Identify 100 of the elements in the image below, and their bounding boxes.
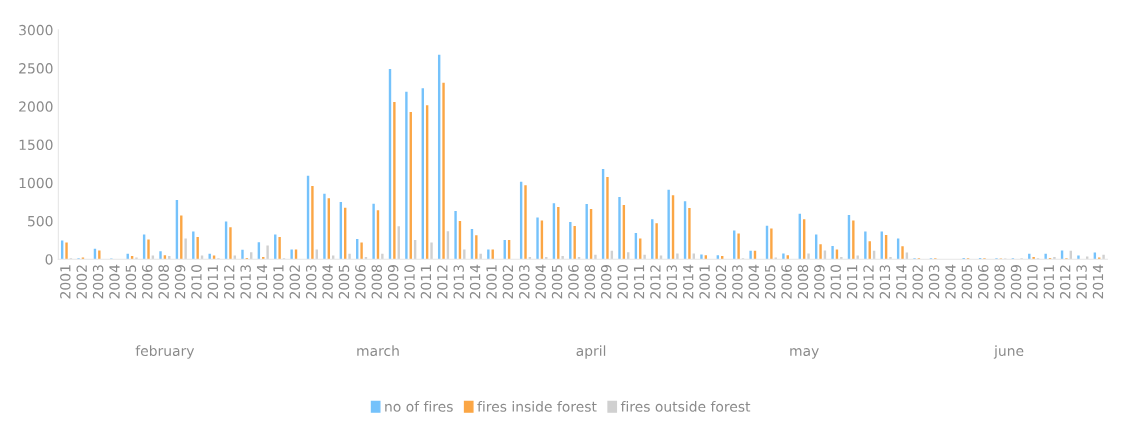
x-tick-label: 2006 — [978, 264, 989, 299]
x-tick-label: 2001 — [486, 265, 497, 299]
bar — [1102, 254, 1105, 260]
bar — [643, 254, 646, 260]
x-tick-label: 2003 — [732, 265, 743, 299]
x-tick-label: 2013 — [879, 265, 891, 299]
x-tick-label: 2008 — [994, 265, 1005, 299]
bar — [278, 236, 281, 260]
legend-label: no of fires — [385, 401, 453, 412]
x-tick-label: 2002 — [715, 265, 727, 299]
y-tick-label: 1000 — [19, 177, 53, 189]
x-tick-label: 2012 — [863, 265, 874, 299]
bar — [159, 251, 162, 260]
bar — [524, 185, 527, 260]
bar — [749, 250, 752, 260]
bar — [463, 249, 466, 260]
x-tick-label: 2006 — [781, 264, 792, 299]
x-tick-label: 2005 — [961, 265, 973, 299]
x-tick-label: 2003 — [928, 265, 940, 299]
x-tick-label: 2008 — [371, 265, 383, 299]
x-tick-label: 2002 — [289, 265, 301, 299]
x-tick-label: 2006 — [568, 264, 579, 299]
bar — [807, 253, 810, 260]
x-tick-label: 2005 — [125, 265, 137, 299]
bar — [606, 177, 609, 260]
x-tick-label: 2004 — [748, 264, 760, 299]
x-tick-label: 2008 — [797, 265, 809, 299]
x-tick-label: 2009 — [1010, 265, 1022, 299]
y-tick-label: 3000 — [19, 24, 53, 36]
bar — [688, 207, 691, 260]
bar — [487, 249, 490, 260]
x-tick-label: 2010 — [830, 264, 841, 299]
bar — [360, 242, 363, 260]
x-tick-label: 2003 — [519, 265, 530, 299]
x-tick-label: 2003 — [305, 265, 317, 299]
bar — [700, 254, 703, 260]
x-tick-label: 2011 — [1043, 265, 1055, 299]
x-tick-label: 2011 — [846, 265, 858, 299]
bar — [196, 236, 199, 260]
x-tick-label: 2009 — [600, 265, 612, 299]
x-tick-label: 2012 — [223, 265, 235, 299]
x-tick-label: 2013 — [666, 265, 678, 299]
x-tick-label: 2010 — [617, 264, 628, 299]
x-tick-label: 2012 — [437, 265, 448, 299]
bar — [381, 253, 384, 260]
bar — [618, 197, 621, 260]
x-tick-label: 2008 — [158, 265, 169, 299]
x-tick-label: 2004 — [535, 264, 546, 299]
text: march — [357, 345, 399, 357]
bar — [840, 256, 843, 260]
x-tick-label: 2012 — [650, 265, 661, 299]
bar — [475, 235, 478, 260]
x-tick-label: 2009 — [387, 265, 399, 299]
bar — [348, 253, 351, 260]
x-tick-label: 2005 — [338, 265, 350, 299]
x-tick-label: 2011 — [207, 265, 219, 299]
bar — [667, 189, 670, 260]
bar — [430, 242, 433, 260]
bar — [676, 253, 679, 260]
bar — [192, 231, 195, 260]
x-tick-label: 2004 — [945, 264, 956, 299]
bar — [147, 239, 150, 260]
bar — [323, 193, 326, 260]
x-tick-label: 2009 — [814, 265, 825, 299]
bar — [372, 203, 375, 260]
bar — [454, 210, 457, 260]
bar — [393, 101, 396, 260]
x-tick-label: 2009 — [174, 265, 186, 299]
bar — [1053, 256, 1056, 260]
legend-label: fires outside forest — [620, 401, 751, 412]
bar — [266, 245, 269, 260]
bar — [819, 244, 822, 260]
x-tick-label: 2010 — [1027, 264, 1038, 299]
x-tick-label: 2014 — [896, 264, 907, 299]
bar — [184, 238, 187, 260]
x-tick-label: 2014 — [1092, 264, 1104, 299]
x-tick-label: 2002 — [912, 265, 923, 299]
bar — [229, 227, 232, 260]
y-tick-label: 2000 — [19, 101, 53, 112]
bar — [655, 223, 658, 260]
bar — [208, 253, 211, 260]
text: february — [135, 345, 195, 359]
x-tick-label: 2010 — [191, 264, 202, 299]
bar — [311, 186, 314, 260]
y-tick-label: 2500 — [19, 63, 53, 74]
bar — [782, 253, 785, 260]
bar — [594, 254, 597, 260]
bar — [405, 91, 408, 260]
bar — [1032, 256, 1035, 260]
legend-label: fires inside forest — [477, 401, 597, 412]
bar — [864, 231, 867, 260]
x-tick-label: 2011 — [420, 265, 432, 299]
bar — [442, 82, 445, 260]
x-tick-label: 2006 — [355, 264, 366, 299]
x-tick-label: 2008 — [584, 265, 596, 299]
bar — [65, 242, 68, 260]
y-tick-label: 1500 — [19, 139, 53, 151]
x-tick-label: 2014 — [256, 264, 268, 299]
bar — [241, 249, 244, 260]
text: june — [993, 345, 1024, 359]
